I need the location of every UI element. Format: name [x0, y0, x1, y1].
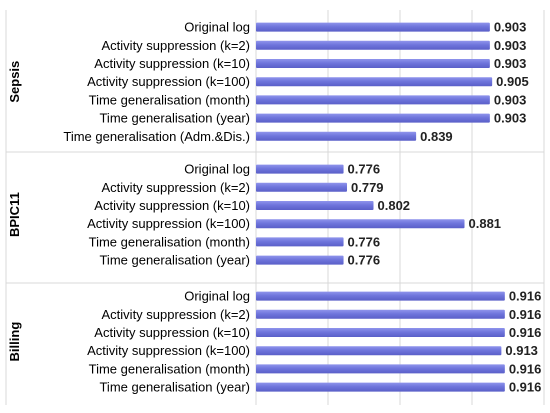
bar	[256, 182, 348, 192]
value-label: 0.916	[509, 380, 542, 395]
value-label: 0.779	[351, 180, 384, 195]
bar	[256, 237, 344, 247]
value-label: 0.903	[494, 92, 527, 107]
bar	[256, 382, 505, 392]
bar	[256, 131, 417, 141]
category-label: Time generalisation (Adm.&Dis.)	[63, 129, 250, 144]
group-label: Sepsis	[7, 61, 22, 103]
category-label: Activity suppression (k=10)	[94, 198, 250, 213]
value-label: 0.802	[378, 198, 411, 213]
category-label: Activity suppression (k=2)	[102, 180, 250, 195]
category-label: Time generalisation (month)	[89, 361, 250, 376]
category-label: Time generalisation (year)	[99, 111, 250, 126]
bar	[256, 164, 344, 174]
bars	[256, 22, 505, 392]
category-label: Time generalisation (month)	[89, 234, 250, 249]
category-label: Original log	[184, 20, 250, 35]
group-label: Billing	[7, 322, 22, 362]
category-label: Activity suppression (k=100)	[87, 74, 250, 89]
value-label: 0.916	[509, 325, 542, 340]
bar	[256, 113, 490, 123]
category-label: Original log	[184, 162, 250, 177]
category-label: Time generalisation (year)	[99, 380, 250, 395]
bar	[256, 255, 344, 265]
value-label: 0.903	[494, 56, 527, 71]
value-label: 0.903	[494, 38, 527, 53]
value-label: 0.913	[505, 343, 538, 358]
bar	[256, 219, 465, 229]
bar	[256, 22, 490, 32]
value-label: 0.776	[348, 162, 381, 177]
bar	[256, 346, 502, 356]
bar	[256, 291, 505, 301]
bar	[256, 364, 505, 374]
value-label: 0.776	[348, 234, 381, 249]
bar	[256, 309, 505, 319]
bar	[256, 77, 493, 87]
bar	[256, 59, 490, 68]
labels: Sepsis Original log 0.903 Activity suppress…	[7, 20, 541, 395]
value-label: 0.839	[420, 129, 453, 144]
category-label: Activity suppression (k=10)	[94, 325, 250, 340]
value-label: 0.916	[509, 307, 542, 322]
value-label: 0.905	[496, 74, 529, 89]
category-label: Activity suppression (k=2)	[102, 38, 250, 53]
category-label: Activity suppression (k=100)	[87, 216, 250, 231]
bar	[256, 201, 374, 210]
category-label: Time generalisation (year)	[99, 253, 250, 268]
value-label: 0.903	[494, 20, 527, 35]
value-label: 0.776	[348, 253, 381, 268]
group-label: BPIC11	[7, 192, 22, 237]
category-label: Activity suppression (k=2)	[102, 307, 250, 322]
value-label: 0.916	[509, 289, 542, 304]
bar	[256, 328, 505, 337]
bar	[256, 95, 490, 105]
category-label: Activity suppression (k=100)	[87, 343, 250, 358]
gridlines	[5, 10, 545, 405]
bar	[256, 40, 490, 50]
value-label: 0.916	[509, 361, 542, 376]
value-label: 0.881	[469, 216, 502, 231]
category-label: Original log	[184, 289, 250, 304]
category-label: Time generalisation (month)	[89, 92, 250, 107]
category-label: Activity suppression (k=10)	[94, 56, 250, 71]
value-label: 0.903	[494, 111, 527, 126]
